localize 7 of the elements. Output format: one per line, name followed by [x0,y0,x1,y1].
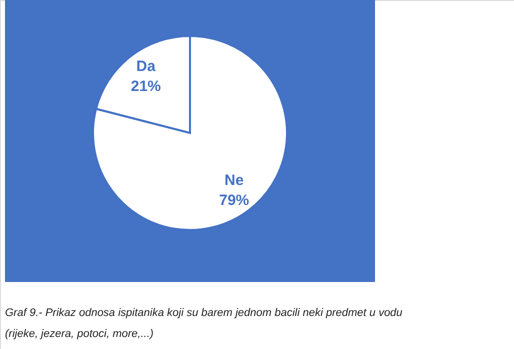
slice-label: Ne [224,172,244,189]
data-label: 79% [219,192,250,209]
slice-label: Da [136,58,156,76]
text: (rijeke, jezera, potoci, more,...) [5,328,154,340]
pie-slice [92,35,288,231]
text: Graf 9.- Prikaz odnosa ispitanika koji su barem jednom bacili neki predmet u vodu [5,307,402,319]
data-label: 21% [130,78,161,96]
